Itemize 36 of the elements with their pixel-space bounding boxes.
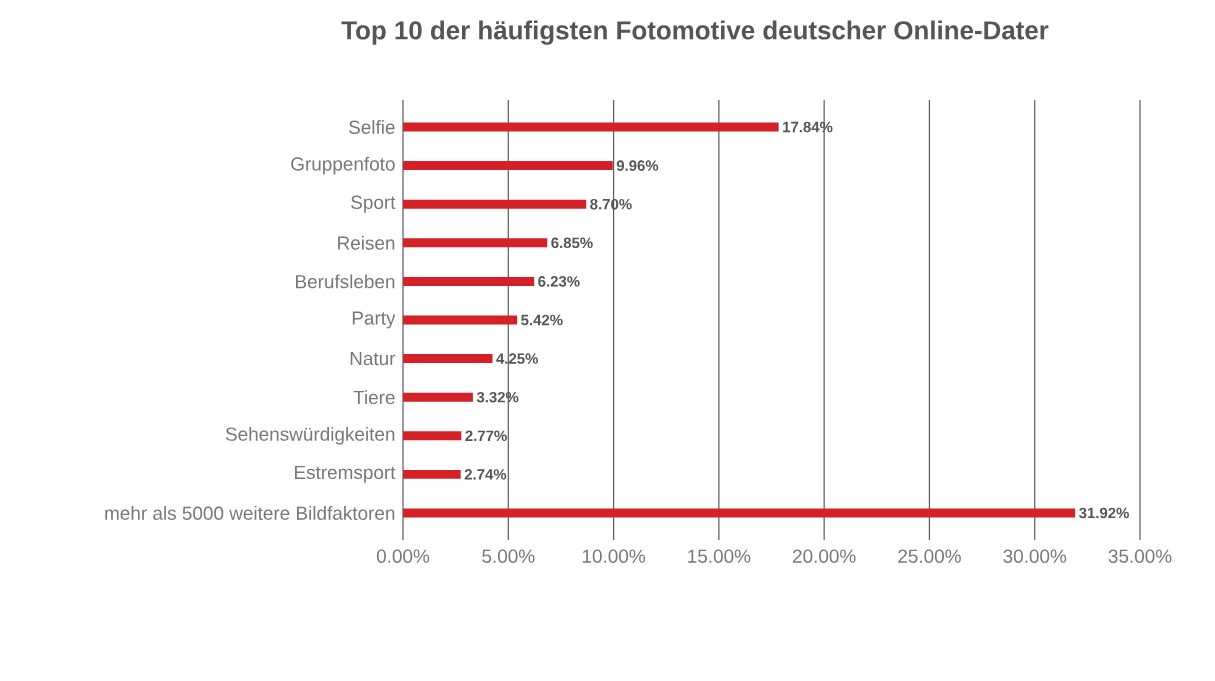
bar	[403, 431, 462, 441]
y-tick-label: Sehenswürdigkeiten	[225, 426, 395, 445]
x-tick-label: 15.00%	[688, 549, 751, 563]
x-tick-label: 20.00%	[793, 549, 856, 563]
x-tick-label: 0.00%	[376, 549, 430, 563]
y-tick-label: Gruppenfoto	[291, 156, 395, 175]
data-label: 6.85%	[551, 237, 593, 249]
y-tick-label: mehr als 5000 weitere Bildfaktoren	[105, 506, 395, 520]
chart-title: Top 10 der häufigsten Fotomotive deutscher Online-Dater	[341, 20, 1049, 45]
y-tick-label: Sport	[351, 195, 396, 213]
data-label: 6.23%	[538, 276, 580, 287]
bar	[403, 392, 473, 402]
data-label: 2.74%	[464, 469, 507, 480]
data-label: 5.42%	[521, 314, 563, 326]
data-label: 31.92%	[1079, 507, 1129, 519]
y-tick-label: Selfie	[349, 120, 395, 134]
x-tick-label: 35.00%	[1108, 549, 1172, 563]
y-tick-label: Party	[352, 311, 396, 329]
y-tick-label: Reisen	[338, 235, 395, 250]
y-tick-label: Berufsleben	[296, 274, 395, 289]
bar	[403, 161, 613, 171]
data-label: 2.77%	[465, 430, 507, 442]
bar	[403, 508, 1076, 518]
bar	[403, 199, 587, 209]
bar	[403, 469, 461, 479]
data-label: 9.96%	[616, 160, 659, 171]
y-tick-label: Tiere	[353, 390, 395, 405]
y-tick-label: Natur	[350, 351, 396, 366]
x-tick-label: 10.00%	[582, 549, 645, 563]
x-tick-label: 25.00%	[898, 549, 961, 563]
bar	[403, 354, 493, 364]
bar	[403, 238, 548, 248]
bar	[403, 276, 535, 286]
x-tick-label: 30.00%	[1003, 549, 1067, 563]
y-tick-label: Estremsport	[295, 465, 396, 483]
x-tick-label: 5.00%	[482, 549, 535, 563]
